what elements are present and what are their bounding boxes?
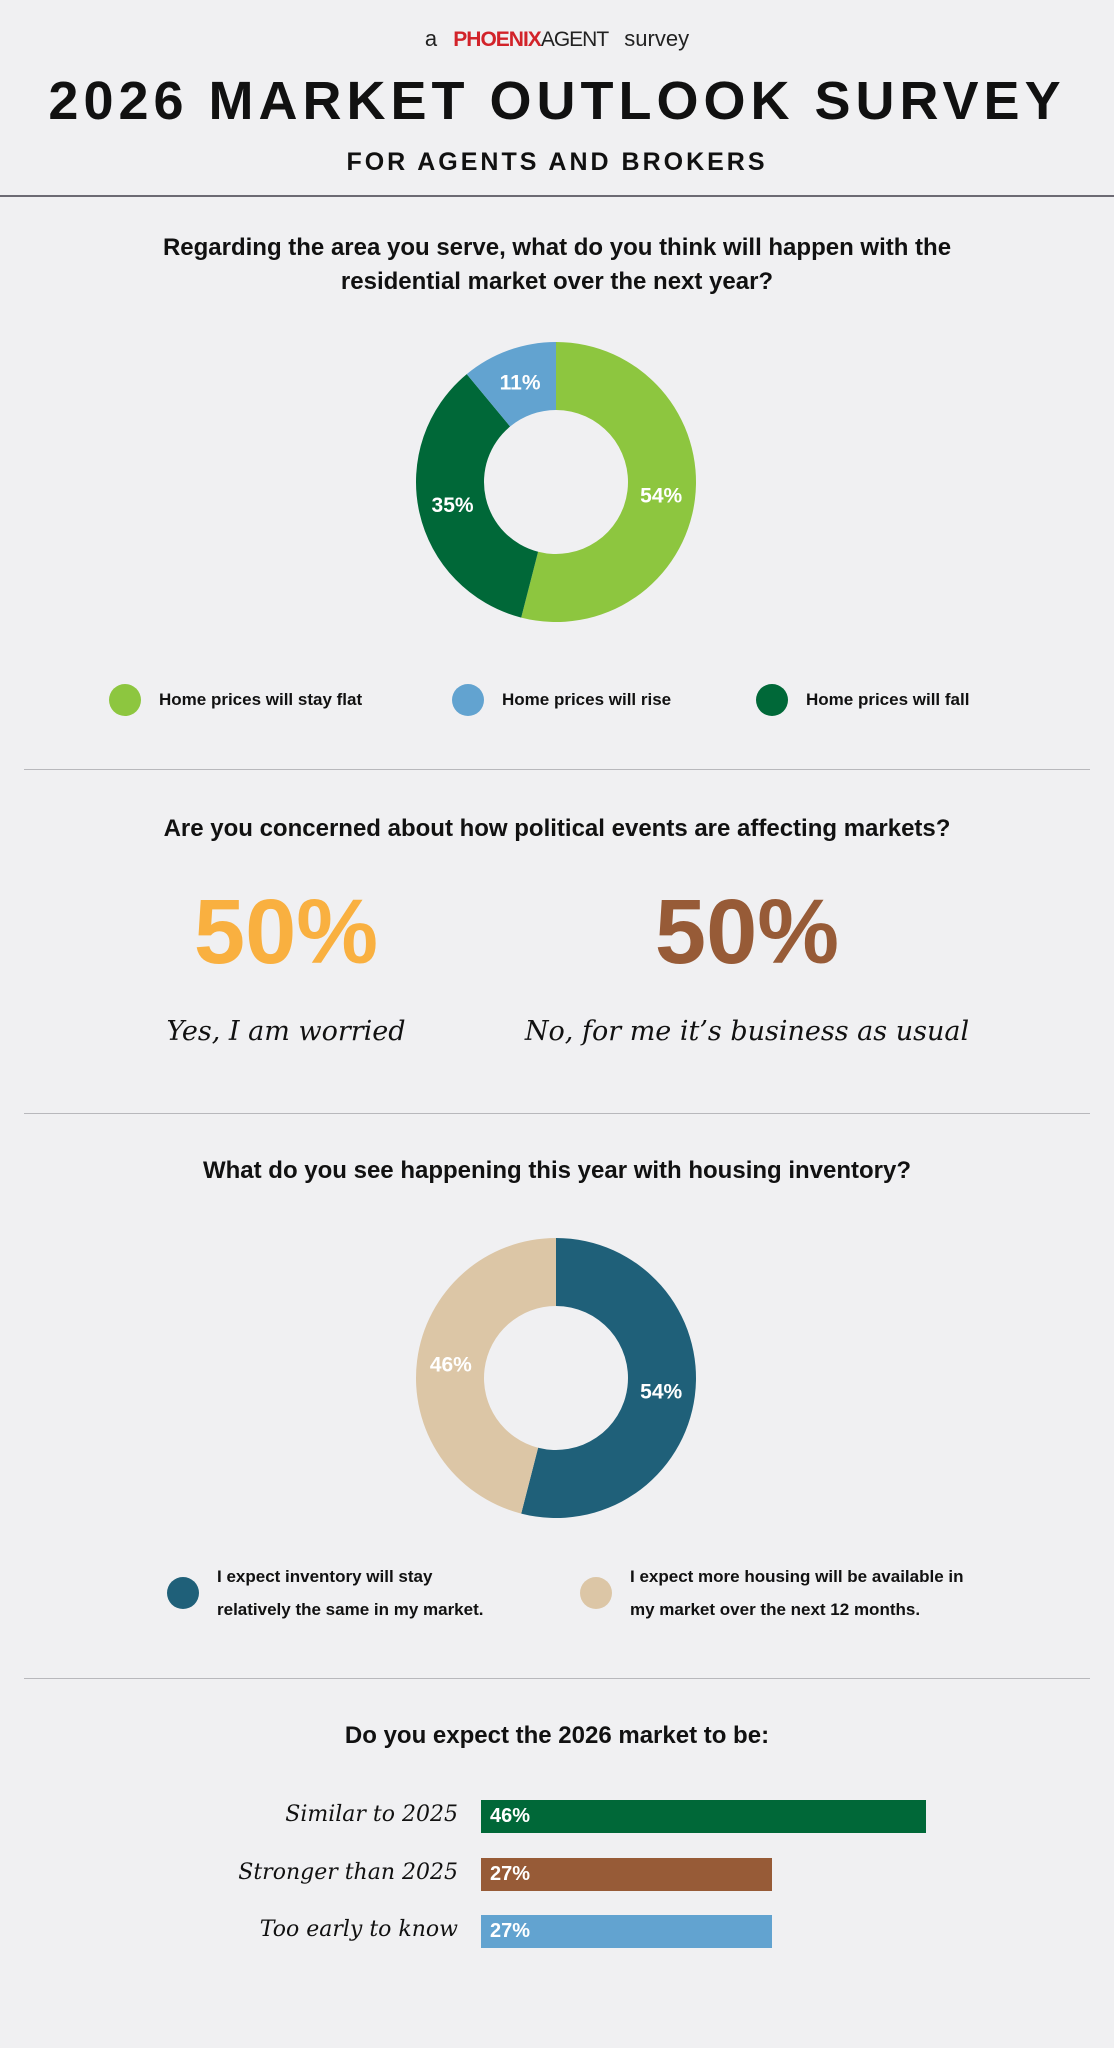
byline-suffix: survey (624, 26, 690, 51)
question-1: Regarding the area you serve, what do yo… (162, 234, 952, 295)
bar-category-label: Similar to 2025 (285, 1802, 458, 1827)
donut-slice-label: 11% (500, 371, 541, 394)
page-title: 2026 MARKET OUTLOOK SURVEY (48, 71, 1066, 131)
bar: 46% (481, 1800, 926, 1833)
bar: 27% (481, 1858, 772, 1891)
page-subtitle: FOR AGENTS AND BROKERS (346, 148, 768, 176)
section-divider (24, 769, 1090, 770)
donut-chart-inventory: 54% 46% (415, 1238, 696, 1518)
bar-category-label: Stronger than 2025 (238, 1860, 458, 1885)
question-2: Are you concerned about how political ev… (163, 815, 951, 842)
donut-slice (415, 1238, 556, 1514)
donut-slice (521, 342, 696, 622)
byline-prefix: a (424, 26, 438, 51)
bar: 27% (481, 1915, 772, 1948)
donut-slice-label: 35% (432, 494, 474, 517)
legend-dot-icon (452, 684, 484, 716)
header-divider (0, 195, 1114, 197)
section-divider (24, 1678, 1090, 1679)
donut-slice-label: 54% (640, 484, 682, 507)
legend-item-rise: Home prices will rise (452, 684, 671, 716)
legend-item-flat: Home prices will stay flat (109, 684, 362, 716)
legend-item-more: I expect more housing will be available … (580, 1560, 963, 1626)
donut-slice-label: 46% (430, 1354, 472, 1377)
stat-yes-label: Yes, I am worried (166, 1016, 406, 1047)
legend-item-fall: Home prices will fall (756, 684, 969, 716)
phoenix-agent-logo: PHOENIXAGENT (453, 28, 609, 51)
stat-no-label: No, for me it’s business as usual (524, 1016, 970, 1047)
section-divider (24, 1113, 1090, 1114)
legend-dot-icon (167, 1577, 199, 1609)
donut-slice-label: 54% (640, 1380, 682, 1403)
donut-chart-home-prices: 54% 35% 11% (416, 342, 696, 622)
byline: a PHOENIXAGENT survey (0, 26, 1114, 52)
legend-dot-icon (756, 684, 788, 716)
legend-dot-icon (109, 684, 141, 716)
stat-no-value: 50% (654, 881, 840, 983)
question-4: Do you expect the 2026 market to be: (344, 1722, 770, 1749)
question-3: What do you see happening this year with… (202, 1157, 912, 1184)
legend-dot-icon (580, 1577, 612, 1609)
stat-yes-value: 50% (193, 881, 379, 983)
donut-slice (521, 1238, 696, 1518)
legend-item-same: I expect inventory will stay relatively t… (167, 1560, 483, 1626)
donut-slice (466, 342, 556, 427)
bar-category-label: Too early to know (259, 1917, 458, 1942)
donut-slice (416, 374, 539, 618)
